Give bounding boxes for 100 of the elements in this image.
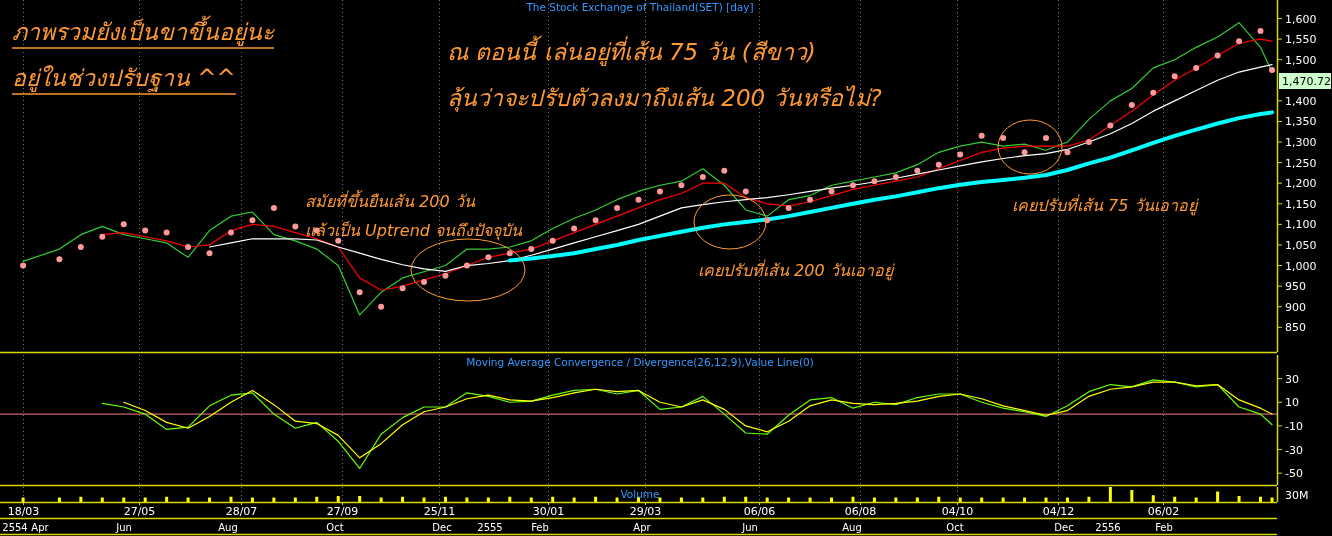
bar bbox=[229, 496, 233, 502]
point bbox=[185, 244, 192, 251]
y-tick-label: 1,250 bbox=[1285, 156, 1317, 170]
point bbox=[678, 182, 685, 189]
bar bbox=[443, 496, 447, 502]
point bbox=[77, 244, 84, 251]
point bbox=[828, 188, 835, 195]
annotation: เคยปรับที่เส้น 200 วันเอาอยู่ bbox=[698, 259, 895, 281]
point bbox=[549, 237, 556, 244]
annotation: อยู่ในช่วงปรับฐาน ^^ bbox=[12, 65, 236, 92]
x-tick-label: 30/01 bbox=[532, 505, 565, 518]
y-tick-label: 900 bbox=[1285, 300, 1306, 314]
point bbox=[1107, 122, 1114, 129]
y-tick-label: -30 bbox=[1285, 443, 1303, 457]
bar bbox=[937, 496, 941, 502]
x-tick-label: 18/03 bbox=[7, 505, 40, 518]
bar bbox=[358, 496, 362, 502]
point bbox=[1171, 73, 1178, 80]
y-tick-label: 1,350 bbox=[1285, 115, 1317, 129]
point bbox=[227, 229, 234, 236]
bar bbox=[594, 496, 598, 502]
bar bbox=[1151, 495, 1155, 502]
point bbox=[421, 279, 428, 286]
point bbox=[571, 225, 578, 232]
point bbox=[914, 167, 921, 174]
bar bbox=[1087, 496, 1091, 502]
point bbox=[20, 262, 27, 269]
y-tick-label: 1,300 bbox=[1285, 136, 1317, 150]
point bbox=[699, 174, 706, 181]
point bbox=[206, 250, 213, 257]
y-tick-label: 1,550 bbox=[1285, 33, 1317, 47]
annotation: เคยปรับที่เส้น 75 วันเอาอยู่ bbox=[1012, 194, 1199, 216]
x-tick-label: 06/02 bbox=[1147, 505, 1180, 518]
point bbox=[1236, 38, 1243, 45]
x-tick-label: 04/12 bbox=[1042, 505, 1075, 518]
text: Jun bbox=[115, 522, 132, 533]
text: Dec bbox=[432, 522, 452, 533]
point bbox=[56, 256, 63, 263]
text: Aug bbox=[218, 522, 238, 533]
point bbox=[1150, 89, 1157, 96]
point bbox=[1257, 27, 1264, 34]
y-tick-label: 30 bbox=[1285, 372, 1299, 386]
annotation: ภาพรวมยังเป็นขาขึ้นอยู่นะ bbox=[12, 15, 275, 46]
y-tick-label: 1,100 bbox=[1285, 218, 1317, 232]
text: Oct bbox=[326, 522, 344, 533]
chart-title: Moving Average Convergence / Divergence(26,12,9),Value Line(0) bbox=[466, 356, 814, 368]
point bbox=[399, 285, 406, 292]
point bbox=[1214, 52, 1221, 59]
text: Dec bbox=[1054, 522, 1074, 533]
point bbox=[163, 229, 170, 236]
point bbox=[892, 174, 899, 181]
y-tick-label: 1,600 bbox=[1285, 12, 1317, 26]
point bbox=[1043, 134, 1050, 141]
point bbox=[935, 161, 942, 168]
point bbox=[249, 217, 256, 224]
x-tick-label: 06/08 bbox=[844, 505, 877, 518]
text: Aug bbox=[842, 522, 862, 533]
text: Jun bbox=[741, 522, 758, 533]
bar bbox=[1130, 490, 1134, 502]
bar bbox=[1259, 496, 1262, 502]
y-tick-label: 950 bbox=[1285, 280, 1306, 294]
point bbox=[978, 132, 985, 139]
point bbox=[721, 167, 728, 174]
point bbox=[635, 196, 642, 203]
text: Oct bbox=[946, 522, 964, 533]
point bbox=[292, 223, 299, 230]
x-tick-label: 28/07 bbox=[225, 505, 258, 518]
bar bbox=[401, 496, 405, 502]
point bbox=[1128, 101, 1135, 108]
y-tick-label: 10 bbox=[1285, 396, 1299, 410]
point bbox=[871, 178, 878, 185]
x-tick-label: 29/03 bbox=[629, 505, 662, 518]
annotation: สมัยที่ขึ้นยืนเส้น 200 วัน bbox=[305, 190, 476, 211]
point bbox=[656, 188, 663, 195]
bar bbox=[851, 496, 855, 502]
y-tick-label: -10 bbox=[1285, 419, 1303, 433]
point bbox=[356, 289, 363, 296]
y-tick-label: 1,200 bbox=[1285, 177, 1317, 191]
point bbox=[335, 237, 342, 244]
x-tick-label: 06/06 bbox=[743, 505, 776, 518]
point bbox=[1269, 66, 1276, 73]
x-tick-label: 27/09 bbox=[326, 505, 359, 518]
bar bbox=[744, 496, 748, 502]
x-tick-label: 04/10 bbox=[941, 505, 974, 518]
point bbox=[270, 204, 277, 211]
bar bbox=[508, 496, 512, 502]
point bbox=[528, 246, 535, 253]
point bbox=[120, 221, 127, 228]
text: 2555 bbox=[477, 522, 503, 533]
point bbox=[1021, 149, 1028, 156]
bar bbox=[1216, 491, 1220, 502]
x-tick-label: 25/11 bbox=[423, 505, 456, 518]
point bbox=[378, 303, 385, 310]
point bbox=[506, 250, 513, 257]
y-tick-label: 1,400 bbox=[1285, 94, 1317, 108]
point bbox=[99, 233, 106, 240]
point bbox=[442, 272, 449, 279]
text: Feb bbox=[1155, 522, 1173, 533]
point bbox=[785, 204, 792, 211]
text: 30M bbox=[1285, 489, 1309, 502]
